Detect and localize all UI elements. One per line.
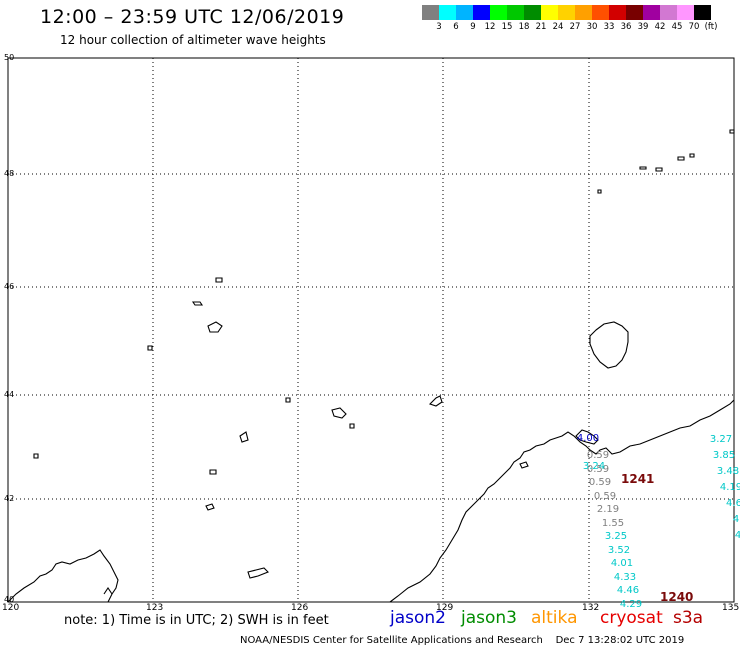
color-swatch	[524, 5, 541, 20]
color-swatch	[439, 5, 456, 20]
lon-label: 120	[2, 603, 19, 613]
pass-time-tag: 1240	[660, 590, 694, 604]
lon-label: 126	[291, 603, 308, 613]
color-legend-label: 27	[569, 22, 581, 32]
color-legend-label: 18	[518, 22, 530, 32]
lat-label: 40	[4, 595, 14, 604]
color-swatch	[473, 5, 490, 20]
swh-value: 4.19	[719, 482, 740, 493]
map-frame	[7, 57, 735, 603]
color-legend-label: 9	[470, 22, 476, 32]
map-subtitle: 12 hour collection of altimeter wave hei…	[60, 33, 326, 47]
latitude-labels: 50 48 46 44 42 40	[4, 53, 14, 604]
color-swatch	[660, 5, 677, 20]
legend-altika: altika	[531, 608, 578, 628]
lat-label: 46	[4, 282, 14, 291]
lon-label: 123	[146, 603, 163, 613]
legend-s3a: s3a	[673, 608, 703, 628]
swh-value: 0.59	[586, 450, 610, 461]
swh-value: 0.59	[588, 477, 612, 488]
color-legend-label: 42	[654, 22, 666, 32]
color-legend-label: (ft)	[704, 22, 718, 32]
satellite-name: jason3	[461, 608, 517, 628]
swh-value: 4	[734, 530, 740, 541]
lat-label: 42	[4, 494, 14, 503]
swh-value: 0.59	[586, 463, 610, 475]
legend-jason2: jason2	[390, 608, 446, 628]
color-swatch	[507, 5, 524, 20]
satellite-name: jason2	[390, 608, 446, 628]
satellite-name: altika	[531, 608, 578, 628]
legend-cryosat: cryosat	[600, 608, 663, 628]
color-legend-label: 6	[453, 22, 459, 32]
lon-label: 129	[436, 603, 453, 613]
swh-value: 3.85	[712, 450, 736, 461]
swh-value: 3.27	[709, 434, 733, 445]
color-legend-label: 70	[688, 22, 700, 32]
satellite-name: cryosat	[600, 608, 663, 628]
color-legend-label: 30	[586, 22, 598, 32]
swh-value: 3.24	[582, 461, 606, 472]
swh-value: 4.6	[726, 498, 740, 509]
swh-value: 0.59	[593, 490, 617, 502]
lat-label: 50	[4, 53, 14, 62]
swh-value: 4.46	[616, 585, 640, 596]
swh-value: 3.48	[716, 466, 740, 477]
satellite-name: s3a	[673, 608, 704, 628]
color-swatch	[609, 5, 626, 20]
swh-value: 4	[732, 514, 740, 525]
color-swatch	[456, 5, 473, 20]
graticule	[8, 58, 734, 602]
color-swatch	[575, 5, 592, 20]
swh-value: 4.33	[613, 571, 637, 583]
color-swatch	[422, 5, 439, 20]
color-legend-label: 39	[637, 22, 649, 32]
color-swatch	[490, 5, 507, 20]
color-legend-label: 15	[501, 22, 513, 32]
color-legend-label: 33	[603, 22, 615, 32]
credit-line: NOAA/NESDIS Center for Satellite Applica…	[240, 635, 684, 646]
lon-label: 135	[722, 603, 739, 613]
coastline	[7, 129, 735, 603]
footer-note: note: 1) Time is in UTC; 2) SWH is in fe…	[64, 613, 329, 628]
color-legend-label: 24	[552, 22, 564, 32]
credit-text: NOAA/NESDIS Center for Satellite Applica…	[240, 635, 543, 646]
lat-label: 48	[4, 169, 14, 178]
pass-time-tag: 1241	[621, 472, 655, 486]
map-title: 12:00 – 23:59 UTC 12/06/2019	[40, 6, 345, 28]
color-legend-label: 21	[535, 22, 547, 32]
color-swatch	[592, 5, 609, 20]
credit-timestamp: Dec 7 13:28:02 UTC 2019	[555, 635, 685, 646]
color-swatch	[626, 5, 643, 20]
swh-value: 4.29	[619, 598, 643, 610]
legend-jason3: jason3	[461, 608, 517, 628]
swh-value: 1.55	[601, 517, 625, 529]
color-legend-label: 3	[436, 22, 442, 32]
swh-value: 2.19	[596, 504, 620, 515]
color-swatch	[643, 5, 660, 20]
color-legend-label: 12	[484, 22, 496, 32]
color-swatch	[541, 5, 558, 20]
color-legend	[422, 5, 711, 20]
color-legend-label: 36	[620, 22, 632, 32]
color-swatch	[677, 5, 694, 20]
lon-label: 132	[582, 603, 599, 613]
longitude-labels: 120 123 126 129 132 135	[2, 603, 739, 613]
lat-label: 44	[4, 390, 14, 399]
color-swatch	[694, 5, 711, 20]
swh-value-jason2: 4.00	[576, 433, 600, 444]
swh-value: 4.01	[610, 558, 634, 569]
color-legend-label: 45	[671, 22, 683, 32]
swh-value: 3.25	[604, 531, 628, 542]
swh-value: 3.52	[607, 544, 631, 556]
color-swatch	[558, 5, 575, 20]
